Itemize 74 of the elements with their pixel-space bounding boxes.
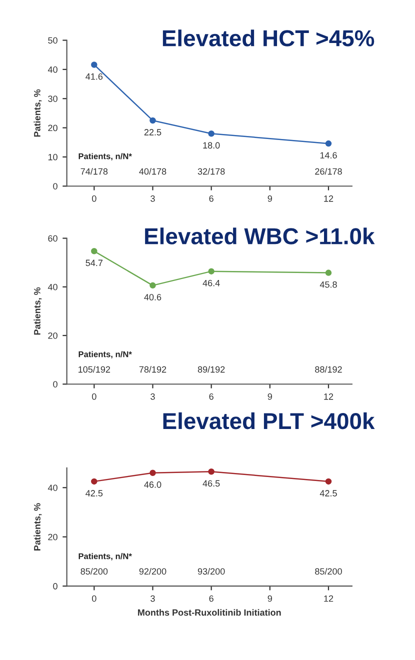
data-label: 42.5 [86, 490, 103, 496]
y-tick-label: 0 [53, 381, 58, 388]
y-axis-title: Patients, % [34, 89, 42, 137]
annotation: 32/178 [198, 168, 225, 175]
chart-title: Elevated HCT >45% [162, 30, 374, 46]
x-tick-label: 3 [150, 595, 155, 602]
annotation: Patients, n/N* [78, 153, 132, 160]
x-tick-label: 12 [324, 393, 334, 400]
y-tick-label: 40 [48, 66, 58, 73]
annotation: 74/178 [80, 168, 108, 175]
annotation: 92/200 [139, 568, 166, 575]
annotation: 93/200 [198, 568, 225, 575]
annotation: Patients, n/N* [78, 351, 132, 358]
point [150, 117, 156, 124]
data-label: 46.5 [202, 480, 220, 487]
point [150, 470, 156, 476]
point [150, 282, 156, 289]
x-tick-label: 6 [209, 595, 214, 602]
annotation: 89/192 [198, 366, 225, 373]
data-label: 14.6 [320, 152, 337, 158]
data-label: 46.0 [144, 481, 162, 488]
annotation: 85/200 [315, 568, 342, 575]
annotation: 40/178 [139, 168, 166, 175]
y-tick-label: 50 [48, 37, 58, 44]
point [325, 270, 332, 276]
point [91, 478, 98, 485]
y-tick-label: 20 [48, 124, 58, 132]
data-label: 40.6 [144, 294, 162, 300]
point [325, 478, 332, 485]
x-tick-label: 0 [92, 393, 96, 400]
data-label: 54.7 [86, 260, 102, 266]
data-label: 46.4 [202, 280, 220, 286]
y-tick-label: 20 [48, 534, 58, 540]
x-tick-label: 0 [92, 595, 96, 602]
y-tick-label: 20 [48, 332, 58, 339]
y-tick-label: 10 [48, 154, 58, 160]
point [91, 248, 98, 254]
x-tick-label: 9 [268, 195, 272, 202]
y-tick-label: 0 [53, 583, 58, 590]
x-tick-label: 3 [150, 393, 155, 400]
point [208, 130, 214, 137]
x-tick-label: 3 [150, 195, 155, 202]
x-tick-label: 12 [324, 195, 334, 202]
y-tick-label: 40 [48, 484, 58, 491]
annotation: 105/192 [78, 366, 110, 373]
chart-title: Elevated WBC >11.0k [145, 228, 375, 244]
y-tick-label: 30 [48, 96, 58, 102]
data-label: 45.8 [320, 281, 337, 288]
x-tick-label: 9 [268, 595, 272, 602]
y-axis-title: Patients, % [34, 287, 42, 335]
data-label: 42.5 [320, 490, 337, 496]
data-label: 22.5 [144, 129, 162, 136]
annotation: 85/200 [80, 568, 108, 575]
x-tick-label: 9 [268, 393, 272, 400]
y-tick-label: 40 [48, 284, 58, 290]
y-tick-label: 60 [48, 235, 58, 242]
data-label: 41.6 [86, 73, 103, 80]
x-tick-label: 0 [92, 195, 96, 202]
annotation: Patients, n/N* [78, 553, 132, 560]
point [208, 468, 214, 475]
y-axis-title: Patients, % [34, 503, 42, 550]
x-tick-label: 6 [209, 195, 214, 202]
annotation: 26/178 [315, 168, 342, 175]
annotation: 88/192 [315, 366, 342, 373]
x-tick-label: 12 [324, 595, 334, 602]
point [91, 62, 98, 68]
x-tick-label: 6 [209, 393, 214, 400]
x-axis-title: Months Post-Ruxolitinib Initiation [138, 609, 281, 616]
data-label: 18.0 [203, 142, 220, 149]
annotation: 78/192 [139, 366, 166, 373]
chart-title: Elevated PLT >400k [163, 412, 375, 430]
point [325, 140, 332, 147]
y-tick-label: 0 [53, 183, 58, 190]
point [208, 268, 214, 274]
